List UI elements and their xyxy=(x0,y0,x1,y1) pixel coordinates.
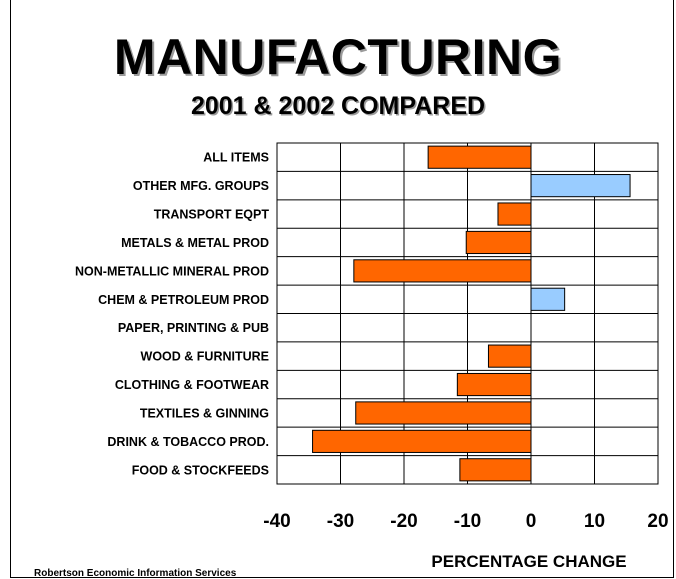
x-tick-label: -30 xyxy=(327,511,354,532)
bar xyxy=(353,259,532,283)
category-label: OTHER MFG. GROUPS xyxy=(133,179,269,193)
category-label: DRINK & TOBACCO PROD. xyxy=(107,435,269,449)
bars xyxy=(312,145,631,482)
category-label: WOOD & FURNITURE xyxy=(141,350,269,364)
category-label: ALL ITEMS xyxy=(203,151,269,165)
category-labels: ALL ITEMS OTHER MFG. GROUPS TRANSPORT EQPT… xyxy=(75,151,269,478)
category-label: CLOTHING & FOOTWEAR xyxy=(115,378,269,392)
category-label: PAPER, PRINTING & PUB xyxy=(118,321,269,335)
source-credit: Robertson Economic Information Services xyxy=(34,568,237,579)
x-tick-label: -40 xyxy=(263,511,290,532)
bar xyxy=(497,202,532,226)
bar xyxy=(487,344,532,368)
category-label: NON-METALLIC MINERAL PROD xyxy=(75,264,269,278)
bar xyxy=(456,372,532,397)
x-tick-labels: -40 -30 -20 -10 0 10 20 xyxy=(263,511,668,532)
bar xyxy=(465,230,532,255)
category-label: CHEM & PETROLEUM PROD xyxy=(98,293,269,307)
chart-subtitle: 2001 & 2002 COMPARED xyxy=(190,92,486,120)
gridlines xyxy=(276,143,659,484)
x-axis-label: PERCENTAGE CHANGE xyxy=(431,552,626,571)
category-label: METALS & METAL PROD xyxy=(121,236,269,250)
x-tick-label: -20 xyxy=(390,511,417,532)
bar xyxy=(312,429,532,453)
x-tick-label: -10 xyxy=(454,511,481,532)
chart-title: MANUFACTURING xyxy=(113,29,563,85)
bar xyxy=(530,174,631,198)
bar xyxy=(355,401,532,425)
bar xyxy=(427,145,532,169)
category-label: FOOD & STOCKFEEDS xyxy=(132,463,269,477)
bar xyxy=(459,458,532,482)
bar xyxy=(530,287,566,311)
x-tick-label: 0 xyxy=(526,511,537,532)
category-label: TEXTILES & GINNING xyxy=(140,406,269,420)
category-label: TRANSPORT EQPT xyxy=(154,208,270,222)
x-tick-label: 10 xyxy=(584,511,605,532)
x-tick-label: 20 xyxy=(647,511,668,532)
